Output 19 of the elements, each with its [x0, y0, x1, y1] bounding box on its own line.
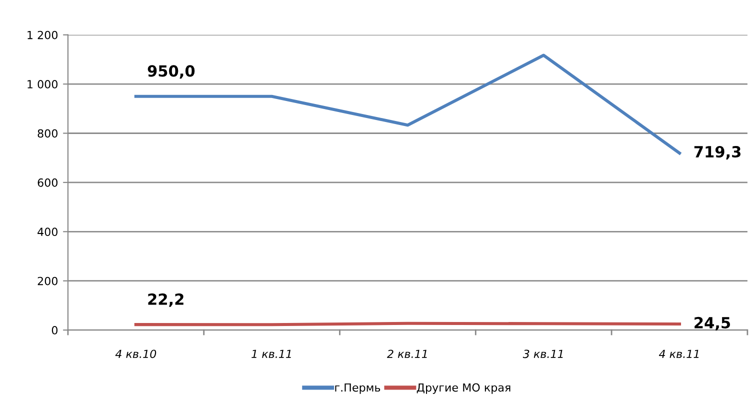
- y-tick-label: 800: [38, 129, 58, 138]
- y-tick-label: 1 000: [28, 80, 58, 88]
- legend-label: Другие МО края: [416, 383, 510, 394]
- x-tick-label: 3 кв.11: [522, 350, 563, 358]
- x-tick-label: 4 кв.10: [115, 350, 156, 358]
- data-label: 22,2: [148, 293, 184, 307]
- y-tick-label: 1 200: [28, 30, 58, 40]
- x-tick-label: 4 кв.11: [658, 350, 699, 358]
- line-series: [134, 54, 682, 155]
- data-label: 950,0: [148, 65, 195, 79]
- x-tick-label: 2 кв.11: [386, 350, 427, 358]
- y-tick-label: 200: [38, 276, 58, 286]
- y-tick-label: 0: [52, 326, 58, 334]
- data-label: 719,3: [694, 146, 740, 160]
- data-label: 24,5: [694, 316, 730, 330]
- y-tick-label: 600: [38, 178, 58, 187]
- legend-label: г.Пермь: [335, 383, 380, 394]
- x-tick-label: 1 кв.11: [252, 350, 291, 358]
- y-tick-label: 400: [38, 228, 58, 236]
